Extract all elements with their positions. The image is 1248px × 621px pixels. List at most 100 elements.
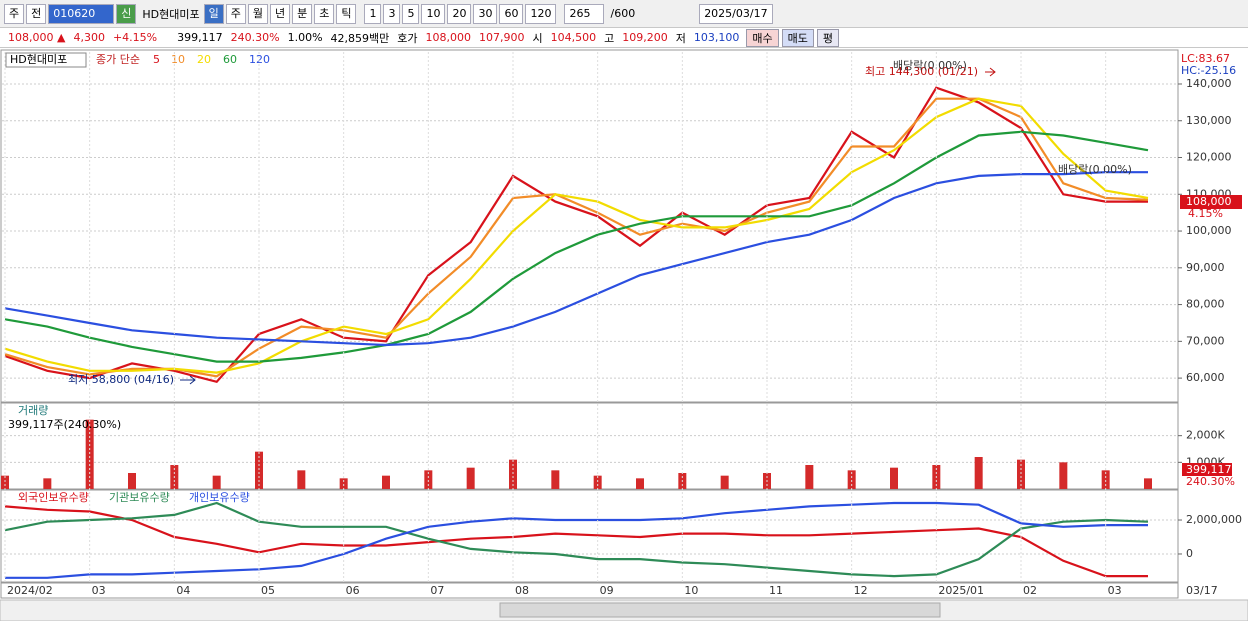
period-button[interactable]: 틱 — [336, 3, 357, 24]
volume-bar — [1059, 462, 1068, 489]
y-tick-label: 90,000 — [1186, 261, 1225, 274]
volume-last: 399,117 — [1186, 463, 1232, 476]
y-tick-label: 70,000 — [1186, 334, 1225, 347]
volume: 399,117 — [177, 31, 223, 44]
x-tick-label: 02 — [1023, 584, 1037, 597]
period-button[interactable]: 월 — [247, 3, 268, 24]
interval-button[interactable]: 30 — [473, 3, 498, 24]
series-line — [4, 130, 1149, 363]
date[interactable]: 2025/03/17 — [699, 3, 773, 24]
series-line — [4, 97, 1149, 374]
legend-entry: 외국인보유수량 — [18, 491, 89, 504]
volume-bar — [424, 470, 433, 489]
y-tick-label: 0 — [1186, 547, 1193, 560]
scroll-thumb[interactable] — [499, 602, 941, 618]
quote-label: 호가 — [397, 31, 418, 45]
volume-bar — [551, 470, 560, 489]
series-line — [4, 86, 1148, 384]
series-line — [4, 501, 1149, 578]
x-tick-label: 12 — [854, 584, 868, 597]
interval-button[interactable]: 60 — [499, 3, 524, 24]
period-button[interactable]: 분 — [292, 3, 313, 24]
interval-button[interactable]: 3 — [383, 3, 401, 24]
low: 103,100 — [693, 31, 740, 44]
volume-bar — [890, 467, 898, 489]
period-button[interactable]: 일 — [203, 3, 224, 24]
total: /600 — [610, 7, 636, 20]
period-button[interactable]: 주 — [225, 3, 246, 24]
y-tick-label: 60,000 — [1186, 371, 1225, 384]
series-line — [4, 97, 1149, 378]
avg-button[interactable]: 평 — [816, 28, 840, 47]
volume-bar — [85, 419, 94, 489]
prev[interactable]: 전 — [26, 3, 47, 24]
last-price: 108,000 — [1186, 195, 1232, 208]
legend-entry: 개인보유수량 — [189, 491, 250, 504]
legend-entry: 120 — [249, 53, 270, 66]
arrow — [985, 67, 996, 77]
volume-bar — [339, 478, 348, 489]
info-bar: 108,000 ▲ 4,300 +4.15% 399,117 240.30% 1… — [0, 28, 1248, 48]
x-tick-label: 2024/02 — [7, 584, 53, 597]
badge: 신 — [116, 3, 137, 24]
volume-bar — [466, 467, 475, 489]
x-tick-label: 10 — [684, 584, 698, 597]
sell-button[interactable]: 매도 — [781, 28, 814, 47]
legend-entry: 10 — [171, 53, 185, 66]
series-line — [4, 505, 1148, 578]
period-button[interactable]: 년 — [269, 3, 291, 24]
stock-name: HD현대미포 — [142, 7, 200, 21]
chart-bg — [0, 48, 1248, 600]
volume-bar — [382, 475, 390, 489]
period-button[interactable]: 초 — [314, 3, 335, 24]
title-box — [5, 52, 87, 68]
x-tick-label: 05 — [261, 584, 275, 597]
interval-button[interactable]: 1 — [364, 3, 382, 24]
interval-button[interactable]: 20 — [447, 3, 472, 24]
intervals: 1 3 5 10 20 30 60 120 — [364, 3, 558, 24]
price-box — [1180, 195, 1242, 209]
x-tick-label: 07 — [430, 584, 444, 597]
amount: 42,859백만 — [330, 31, 390, 45]
end-date: 03/17 — [1186, 584, 1218, 597]
series-line — [5, 501, 1148, 579]
market[interactable]: 주 — [4, 3, 25, 24]
volume-bar — [974, 457, 983, 489]
volume-bar — [128, 473, 136, 489]
x-tick-label: 09 — [600, 584, 614, 597]
volume-panel — [0, 402, 1179, 490]
volume-bar — [1144, 478, 1152, 489]
legend-entry: 20 — [197, 53, 211, 66]
volume-box — [1182, 463, 1232, 476]
volume-pct: 240.30% — [230, 31, 280, 44]
change: 4,300 — [73, 31, 105, 44]
price: 108,000 ▲ — [8, 31, 66, 44]
ask: 108,000 — [425, 31, 472, 44]
buy-button[interactable]: 매수 — [746, 28, 779, 47]
x-tick-label: 04 — [176, 584, 190, 597]
volume-bar — [509, 459, 517, 489]
volume-bar — [1017, 459, 1025, 489]
annotation-dividend: 배당락(0.00%) — [893, 59, 967, 72]
high: 109,200 — [622, 31, 668, 44]
interval-button[interactable]: 120 — [525, 3, 557, 24]
volume-bar — [297, 470, 306, 489]
volume-subtitle: 399,117주(240.30%) — [8, 418, 121, 431]
y-tick-label: 100,000 — [1186, 224, 1232, 237]
interval-button[interactable]: 5 — [402, 3, 420, 24]
chart-title: HD현대미포 — [10, 53, 67, 66]
count[interactable]: 265 — [564, 3, 605, 24]
holdings-panel — [0, 489, 1179, 583]
lc-label: LC:83.67 — [1181, 52, 1230, 65]
y-tick-label: 120,000 — [1186, 151, 1232, 164]
interval-button[interactable]: 10 — [421, 3, 446, 24]
hc-label: HC:-25.16 — [1181, 64, 1236, 77]
annotation-low: 최저 58,800 (04/16) — [68, 373, 174, 386]
volume-bar — [43, 478, 52, 489]
x-tick-label: 03 — [92, 584, 106, 597]
code[interactable]: 010620 — [48, 3, 115, 24]
volume-bar — [805, 465, 814, 489]
